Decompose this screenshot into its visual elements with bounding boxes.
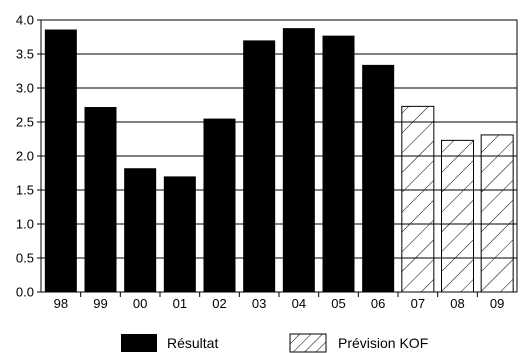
bar-forecast-08	[441, 139, 474, 293]
y-axis: 0.0 0.5 1.0 1.5 2.0 2.5 3.0 3.5 4.0	[16, 13, 41, 300]
bar-actual-05	[322, 35, 355, 292]
x-tick-label: 08	[450, 296, 464, 311]
x-tick-label: 07	[411, 296, 425, 311]
x-tick-label: 03	[252, 296, 266, 311]
bar-actual-01	[163, 176, 196, 292]
legend-label-forecast: Prévision KOF	[338, 335, 428, 351]
x-tick-label: 05	[331, 296, 345, 311]
x-tick-label: 01	[173, 296, 187, 311]
x-tick-label: 00	[133, 296, 147, 311]
x-tick-label: 04	[292, 296, 306, 311]
legend-label-actual: Résultat	[167, 335, 218, 351]
bar-actual-98	[44, 29, 77, 293]
x-tick-label: 02	[212, 296, 226, 311]
y-tick-label: 4.0	[16, 13, 34, 28]
bar-actual-04	[282, 28, 315, 292]
legend-swatch-actual	[121, 334, 157, 352]
bar-actual-02	[203, 118, 236, 292]
bars	[44, 28, 514, 293]
x-tick-label: 09	[490, 296, 504, 311]
y-tick-label: 2.0	[16, 149, 34, 164]
y-tick-label: 2.5	[16, 115, 34, 130]
bar-forecast-09	[480, 134, 514, 293]
bar-actual-99	[84, 107, 117, 292]
y-tick-label: 0.0	[16, 285, 34, 300]
bar-actual-00	[124, 168, 157, 292]
legend-swatch-forecast	[289, 333, 327, 353]
y-tick-label: 1.0	[16, 217, 34, 232]
bar-forecast-07	[401, 105, 435, 293]
x-tick-label: 06	[371, 296, 385, 311]
x-axis: 98 99 00 01 02 03 04 05 06 07 08 09	[54, 292, 504, 311]
x-tick-label: 98	[54, 296, 68, 311]
legend: Résultat Prévision KOF	[121, 333, 428, 353]
y-tick-label: 0.5	[16, 251, 34, 266]
y-tick-label: 1.5	[16, 183, 34, 198]
bar-actual-03	[243, 40, 276, 293]
y-tick-label: 3.5	[16, 47, 34, 62]
y-tick-label: 3.0	[16, 81, 34, 96]
x-tick-label: 99	[93, 296, 107, 311]
bar-actual-06	[362, 64, 395, 292]
